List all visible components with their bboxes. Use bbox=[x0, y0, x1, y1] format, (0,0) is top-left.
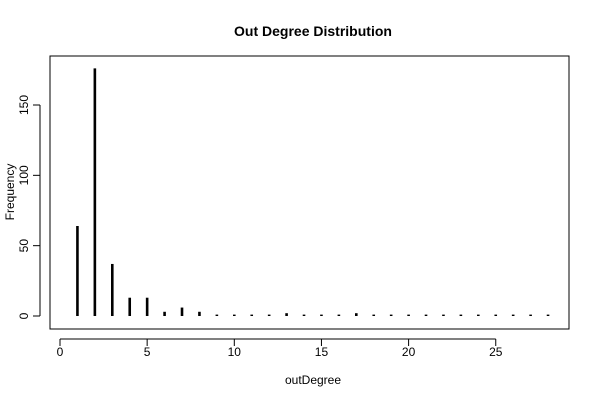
x-tick-label: 10 bbox=[228, 345, 242, 359]
x-tick-label: 20 bbox=[402, 345, 416, 359]
x-axis-label: outDegree bbox=[285, 373, 341, 387]
x-tick-label: 0 bbox=[57, 345, 64, 359]
y-axis: 0 50 100 150 bbox=[17, 95, 41, 319]
x-axis: 0 5 10 15 20 25 bbox=[57, 338, 503, 359]
y-tick-label: 50 bbox=[17, 239, 31, 253]
x-tick-label: 5 bbox=[144, 345, 151, 359]
chart-title: Out Degree Distribution bbox=[234, 23, 392, 39]
plot-frame bbox=[49, 55, 570, 330]
y-tick-label: 100 bbox=[17, 165, 31, 185]
y-axis-label: Frequency bbox=[3, 164, 17, 221]
y-tick-label: 0 bbox=[17, 312, 31, 319]
bars-group bbox=[76, 68, 550, 316]
x-tick-label: 15 bbox=[315, 345, 329, 359]
x-tick-label: 25 bbox=[489, 345, 503, 359]
y-tick-label: 150 bbox=[17, 95, 31, 115]
